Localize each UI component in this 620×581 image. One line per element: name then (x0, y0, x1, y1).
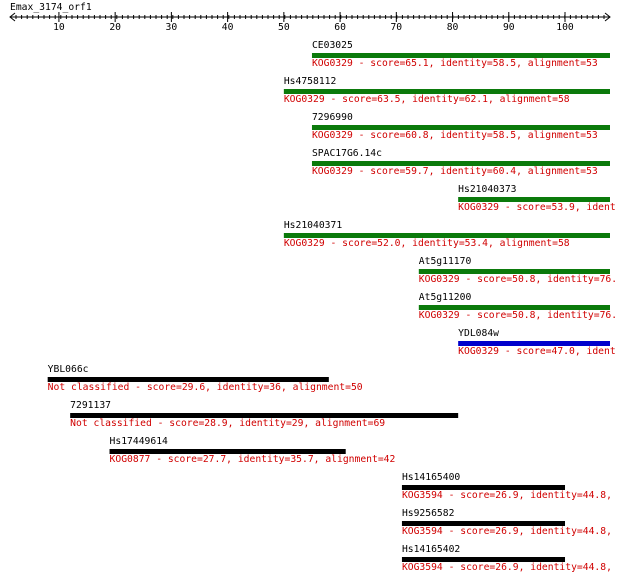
hit-name: SPAC17G6.14c (312, 148, 382, 159)
hit-bar (418, 269, 610, 274)
hit-label: Not classified - score=29.6, identity=36… (48, 382, 363, 393)
hit-name: Hs9256582 (402, 508, 455, 519)
hit-name: Hs14165402 (402, 544, 460, 555)
ruler-tick-label: 40 (222, 22, 234, 33)
hit-name: Hs4758112 (284, 76, 337, 87)
hit-label: KOG0329 - score=59.7, identity=60.4, ali… (312, 166, 598, 177)
hit-label: KOG3594 - score=26.9, identity=44.8, (402, 562, 612, 573)
hit-name: 7296990 (312, 112, 353, 123)
hit-label: Not classified - score=28.9, identity=29… (70, 418, 385, 429)
ruler-tick-label: 70 (390, 22, 402, 33)
hit-name: YDL084w (458, 328, 499, 339)
ruler-arrows (9, 12, 611, 22)
hit-name: CE03025 (312, 40, 353, 51)
hit-name: 7291137 (70, 400, 111, 411)
hit-label: KOG0329 - score=65.1, identity=58.5, ali… (312, 58, 598, 69)
hit-bar (311, 53, 610, 58)
hit-bar (311, 161, 610, 166)
ruler-tick-label: 30 (166, 22, 178, 33)
ruler-tick-label: 80 (447, 22, 459, 33)
hit-name: At5g11200 (419, 292, 472, 303)
hit-label: KOG0329 - score=47.0, ident (458, 346, 615, 357)
hit-bar (458, 197, 610, 202)
hit-name: Hs17449614 (110, 436, 168, 447)
hit-label: KOG0329 - score=60.8, identity=58.5, ali… (312, 130, 598, 141)
hit-bar (418, 305, 610, 310)
hit-label: KOG0329 - score=50.8, identity=76. (419, 310, 617, 321)
hit-bar (283, 89, 610, 94)
ruler-tick-label: 100 (556, 22, 574, 33)
hit-name: YBL066c (48, 364, 89, 375)
hit-label: KOG3594 - score=26.9, identity=44.8, (402, 490, 612, 501)
hit-bar (283, 233, 610, 238)
ruler-tick-label: 20 (109, 22, 121, 33)
hit-bar (458, 341, 610, 346)
ruler-tick-label: 50 (278, 22, 290, 33)
hit-name: Hs21040373 (458, 184, 516, 195)
ruler-tick-label: 10 (53, 22, 65, 33)
hit-label: KOG0877 - score=27.7, identity=35.7, ali… (110, 454, 396, 465)
ruler-tick-label: 60 (334, 22, 346, 33)
hit-bar (311, 125, 610, 130)
hit-bar (401, 485, 566, 490)
ruler-tick-label: 90 (503, 22, 515, 33)
hit-bar (401, 521, 566, 526)
hit-name: At5g11170 (419, 256, 472, 267)
hit-label: KOG0329 - score=63.5, identity=62.1, ali… (284, 94, 570, 105)
hit-name: Hs14165400 (402, 472, 460, 483)
hit-bar (401, 557, 566, 562)
sequence-title: Emax_3174_orf1 (10, 2, 92, 13)
hit-bar (47, 377, 329, 382)
hit-bar (70, 413, 459, 418)
hit-name: Hs21040371 (284, 220, 342, 231)
hit-label: KOG0329 - score=53.9, ident (458, 202, 615, 213)
hit-label: KOG3594 - score=26.9, identity=44.8, (402, 526, 612, 537)
hit-label: KOG0329 - score=50.8, identity=76. (419, 274, 617, 285)
hit-label: KOG0329 - score=52.0, identity=53.4, ali… (284, 238, 570, 249)
hit-bar (109, 449, 346, 454)
